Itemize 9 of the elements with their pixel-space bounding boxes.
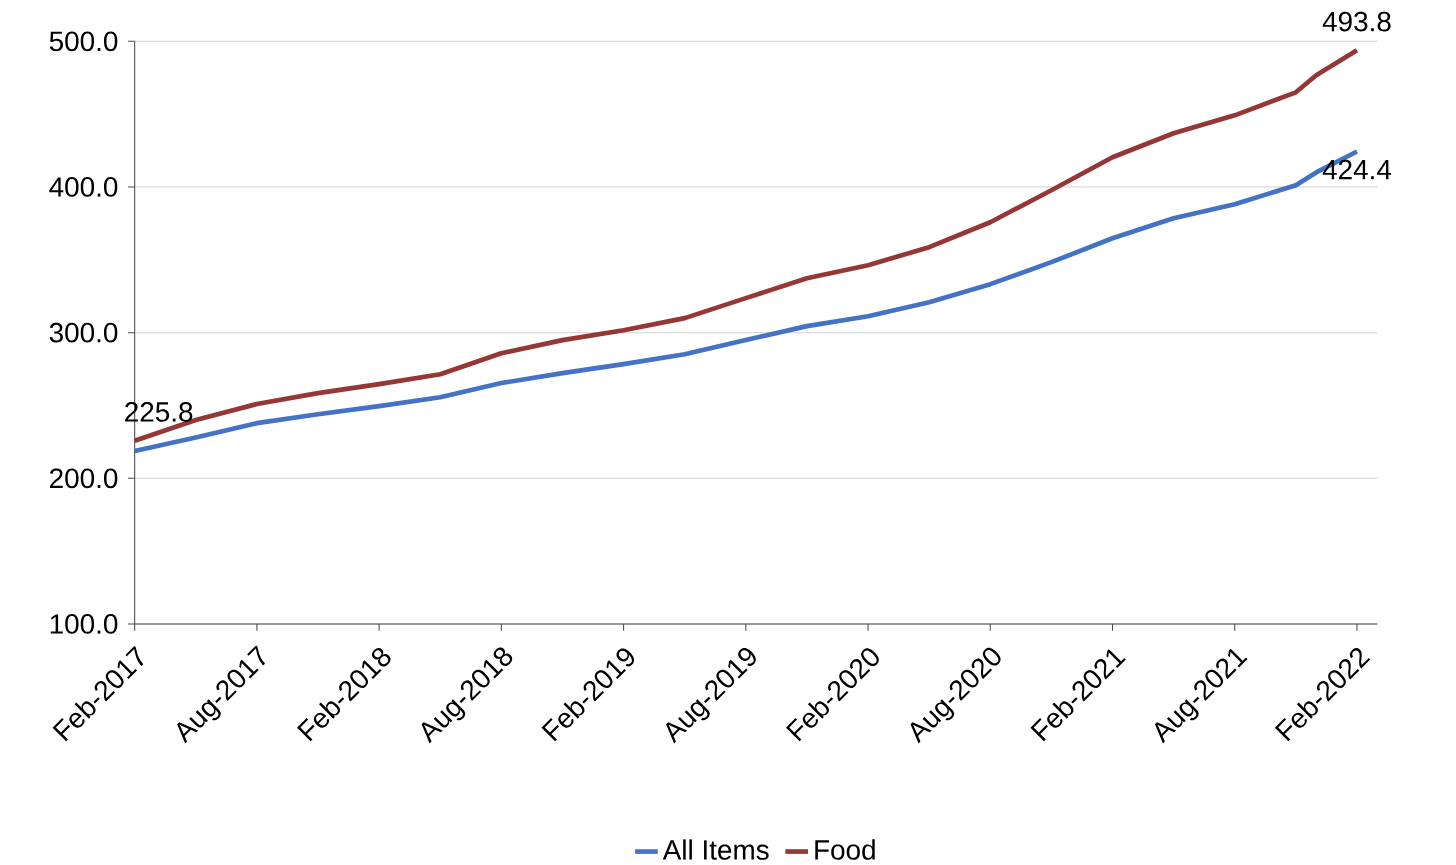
annotation: 493.8 xyxy=(1322,11,1391,32)
y-tick-label: 300.0 xyxy=(49,322,118,343)
legend-label: Food xyxy=(815,839,875,860)
legend-label: All Items xyxy=(662,839,769,860)
y-tick-label: 400.0 xyxy=(49,177,118,197)
y-tick-label: 100.0 xyxy=(50,614,118,634)
annotation: 424.4 xyxy=(1322,159,1392,180)
y-tick-label: 200.0 xyxy=(50,468,118,489)
y-tick-label: 500.0 xyxy=(49,31,118,52)
